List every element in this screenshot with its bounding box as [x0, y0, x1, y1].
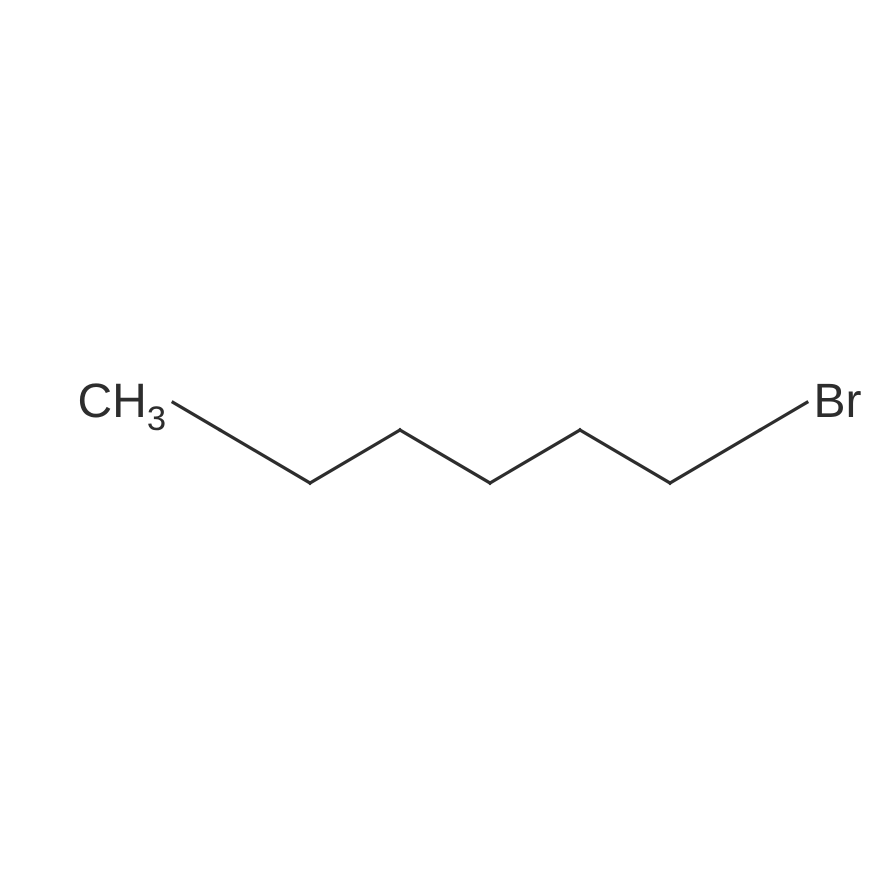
bond: [310, 430, 400, 483]
molecule-svg: [0, 0, 890, 890]
molecule-canvas: CH3 Br: [0, 0, 890, 890]
bond: [490, 430, 580, 483]
bond: [580, 430, 670, 483]
atom-label-c1: CH3: [78, 374, 167, 437]
bonds-group: [173, 402, 807, 483]
bond: [760, 402, 807, 430]
atom-label-br: Br: [814, 374, 862, 429]
bond: [400, 430, 490, 483]
bond: [670, 430, 760, 483]
bond: [173, 402, 220, 430]
bond: [220, 430, 310, 483]
